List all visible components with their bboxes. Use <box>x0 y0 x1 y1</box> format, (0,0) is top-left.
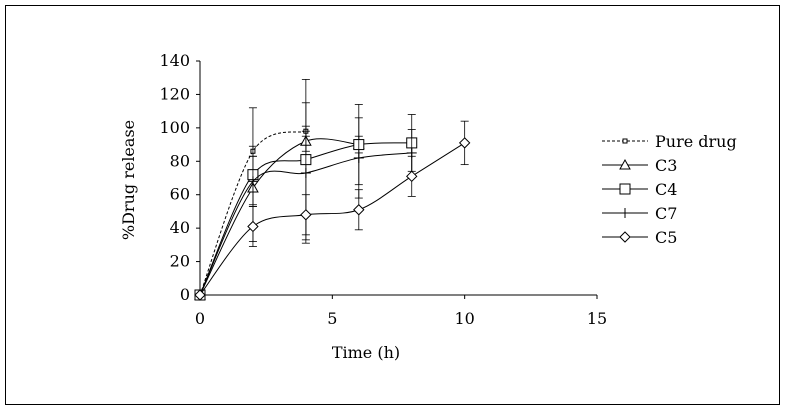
y-tick-label: 100 <box>159 118 190 137</box>
legend-label: C4 <box>655 180 677 199</box>
legend-item: C3 <box>602 156 677 175</box>
legend: Pure drug C3 C4 C7 C5 <box>602 132 737 247</box>
series-line <box>199 152 412 296</box>
diamond-marker <box>353 204 365 216</box>
diamond-marker <box>300 209 312 221</box>
series-c5 <box>194 120 471 301</box>
series-line <box>199 142 412 296</box>
diamond-marker <box>247 220 259 233</box>
legend-item: C7 <box>602 204 677 223</box>
legend-item: C4 <box>602 180 677 199</box>
figure-frame: 0 20 40 60 80 100 120 140 0 5 10 15 Pure drug C3 C4 C7… <box>5 5 780 405</box>
series-layer <box>194 78 471 301</box>
x-tick-label: 5 <box>327 309 337 328</box>
series-line <box>199 138 359 296</box>
legend-label: C5 <box>655 228 677 247</box>
y-tick-label: 60 <box>170 185 190 204</box>
y-tick-label: 40 <box>170 218 190 237</box>
y-tick-label: 80 <box>170 151 190 170</box>
small-square-marker <box>622 138 628 144</box>
series-pure-drug <box>197 125 310 298</box>
legend-item: Pure drug <box>602 132 737 151</box>
diamond-marker <box>194 289 206 301</box>
legend-label: Pure drug <box>655 132 737 151</box>
y-tick-label: 0 <box>180 285 190 304</box>
series-c3 <box>194 130 365 300</box>
legend-item: C5 <box>602 228 677 247</box>
y-tick-label: 20 <box>170 252 190 271</box>
diamond-marker <box>458 137 471 149</box>
y-tick-label: 120 <box>159 84 190 103</box>
legend-label: C3 <box>655 156 677 175</box>
diamond-marker <box>406 170 418 183</box>
x-tick-label: 10 <box>454 309 474 328</box>
y-axis-label: %Drug release <box>119 120 138 240</box>
series-line <box>199 130 307 296</box>
axes: 0 20 40 60 80 100 120 140 0 5 10 15 <box>159 51 607 328</box>
chart-svg: 0 20 40 60 80 100 120 140 0 5 10 15 Pure drug C3 C4 C7… <box>119 51 737 362</box>
square-marker <box>619 183 631 195</box>
y-tick-label: 140 <box>159 51 190 70</box>
x-axis-label: Time (h) <box>332 343 400 362</box>
x-tick-label: 15 <box>587 309 607 328</box>
legend-label: C7 <box>655 204 677 223</box>
diamond-marker <box>619 231 631 243</box>
triangle-marker <box>619 158 631 170</box>
x-tick-label: 0 <box>195 309 205 328</box>
